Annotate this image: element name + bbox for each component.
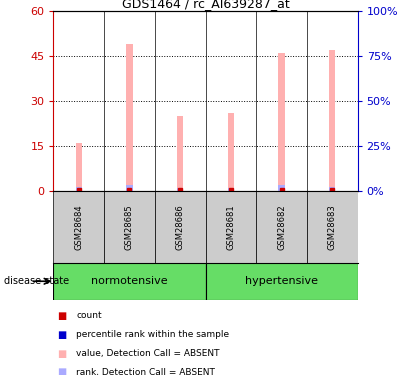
- Bar: [127, 44, 132, 191]
- Title: GDS1464 / rc_AI639287_at: GDS1464 / rc_AI639287_at: [122, 0, 289, 10]
- Bar: [206, 262, 358, 300]
- Text: percentile rank within the sample: percentile rank within the sample: [76, 330, 229, 339]
- Bar: [155, 191, 206, 262]
- Bar: [279, 185, 284, 191]
- Text: GSM28685: GSM28685: [125, 204, 134, 250]
- Text: ■: ■: [58, 349, 67, 359]
- Text: value, Detection Call = ABSENT: value, Detection Call = ABSENT: [76, 349, 219, 358]
- Text: GSM28681: GSM28681: [226, 204, 236, 250]
- Bar: [329, 50, 335, 191]
- Text: GSM28682: GSM28682: [277, 204, 286, 250]
- Text: GSM28686: GSM28686: [175, 204, 185, 250]
- Text: GSM28684: GSM28684: [74, 204, 83, 250]
- Bar: [53, 191, 104, 262]
- Text: disease state: disease state: [4, 276, 69, 286]
- Text: GSM28683: GSM28683: [328, 204, 337, 250]
- Bar: [256, 191, 307, 262]
- Text: ■: ■: [58, 311, 67, 321]
- Bar: [76, 187, 82, 191]
- Bar: [76, 143, 82, 191]
- Bar: [206, 191, 256, 262]
- Bar: [329, 187, 335, 191]
- Text: ■: ■: [58, 330, 67, 340]
- Bar: [53, 262, 206, 300]
- Text: count: count: [76, 311, 102, 320]
- Text: normotensive: normotensive: [91, 276, 168, 286]
- Bar: [279, 53, 284, 191]
- Text: ■: ■: [58, 368, 67, 375]
- Bar: [228, 188, 234, 191]
- Bar: [177, 188, 183, 191]
- Bar: [307, 191, 358, 262]
- Bar: [177, 116, 183, 191]
- Bar: [228, 113, 234, 191]
- Bar: [104, 191, 155, 262]
- Bar: [127, 185, 132, 191]
- Text: rank, Detection Call = ABSENT: rank, Detection Call = ABSENT: [76, 368, 215, 375]
- Text: hypertensive: hypertensive: [245, 276, 318, 286]
